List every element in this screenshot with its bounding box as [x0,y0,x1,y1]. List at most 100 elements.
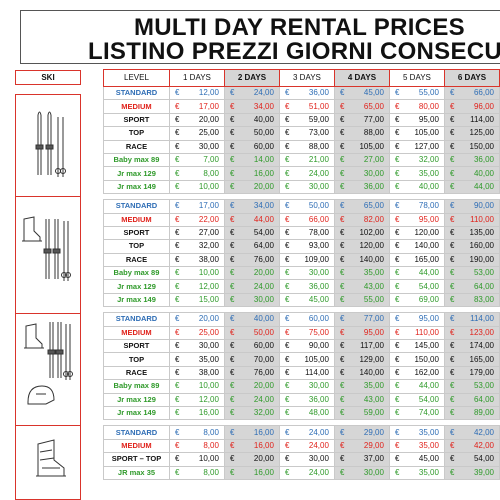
table-row: Jr max 129 €12,00 €24,00 €36,00 €43,00 €54,00… [103,279,500,294]
currency-symbol: € [284,327,290,337]
price-value: 102,00 [359,228,384,238]
day-column-header: 4 DAYS [333,69,390,87]
currency-symbol: € [174,88,180,98]
price-cell: €78,00 [278,225,335,241]
currency-symbol: € [174,201,180,211]
price-cell: €76,00 [223,365,280,381]
title-line-2: LISTINO PREZZI GIORNI CONSECUTIVI [88,38,500,64]
price-value: 95,00 [418,114,439,124]
currency-symbol: € [339,295,345,305]
price-value: 110,00 [415,327,439,337]
currency-symbol: € [394,295,400,305]
price-value: 90,00 [308,341,329,351]
currency-symbol: € [339,394,345,404]
currency-symbol: € [284,368,290,377]
price-value: 29,00 [363,440,384,450]
currency-symbol: € [229,467,235,477]
price-value: 20,00 [253,454,274,464]
currency-symbol: € [449,268,455,278]
day-column-header: 1 DAYS [168,69,225,87]
price-cell: €105,00 [388,126,445,141]
currency-symbol: € [394,314,400,324]
currency-symbol: € [339,228,345,238]
price-cell: €69,00 [388,292,445,308]
price-cell: €38,00 [168,365,225,381]
currency-symbol: € [449,394,455,404]
price-value: 24,00 [308,427,329,437]
currency-symbol: € [394,155,400,165]
price-cell: €30,00 [223,292,280,308]
price-value: 140,00 [359,254,384,264]
price-value: 45,00 [308,295,329,305]
price-cell: €42,00 [443,425,500,440]
price-value: 20,00 [198,114,219,124]
currency-symbol: € [394,141,400,151]
currency-symbol: € [339,268,345,278]
table-header-row: LEVEL 1 DAYS 2 DAYS 3 DAYS 4 DAYS 5 DAYS… [103,69,500,87]
equipment-column: SKI [15,70,81,500]
currency-symbol: € [449,168,455,178]
currency-symbol: € [339,114,345,124]
currency-symbol: € [339,88,345,98]
price-cell: €14,00 [223,152,280,168]
price-cell: €50,00 [223,325,280,341]
price-cell: €16,00 [223,166,280,181]
price-cell: €120,00 [333,239,390,254]
price-cell: €110,00 [443,212,500,227]
price-cell: €30,00 [333,465,390,480]
price-cell: €66,00 [443,85,500,101]
currency-symbol: € [174,314,180,324]
level-column-header: LEVEL [103,69,170,87]
table-row: MEDIUM €17,00 €34,00 €51,00 €65,00 €80,00 €96,… [103,99,500,114]
currency-symbol: € [229,214,235,224]
table-row: Baby max 89 €10,00 €20,00 €30,00 €35,00 €44,0… [103,266,500,281]
table-row: Jr max 149 €10,00 €20,00 €30,00 €36,00 €40,00… [103,179,500,195]
price-cell: €60,00 [223,339,280,354]
price-value: 53,00 [473,268,494,278]
currency-symbol: € [394,408,400,418]
table-row: STANDARD €20,00 €40,00 €60,00 €77,00 €95,00 €1… [103,312,500,327]
price-value: 25,00 [198,128,219,138]
price-value: 16,00 [253,168,274,178]
currency-symbol: € [174,454,180,464]
price-value: 8,00 [203,467,219,477]
table-row: SPORT – TOP €10,00 €20,00 €30,00 €37,00 €45,0… [103,452,500,467]
table-row: TOP €32,00 €64,00 €93,00 €120,00 €140,00 €160,… [103,239,500,254]
price-value: 20,00 [198,314,219,324]
price-cell: €20,00 [168,112,225,128]
level-cell: STANDARD [103,425,170,440]
currency-symbol: € [284,394,290,404]
table-row: TOP €25,00 €50,00 €73,00 €88,00 €105,00 €125,0… [103,126,500,141]
price-cell: €27,00 [333,152,390,168]
currency-symbol: € [284,454,290,464]
currency-symbol: € [449,201,455,211]
currency-symbol: € [284,341,290,351]
currency-symbol: € [174,394,180,404]
price-value: 162,00 [414,368,439,377]
price-cell: €24,00 [223,392,280,407]
price-value: 150,00 [469,141,494,151]
currency-symbol: € [394,214,400,224]
price-value: 174,00 [469,341,494,351]
table-row: Baby max 89 €7,00 €14,00 €21,00 €27,00 €32,00… [103,152,500,168]
currency-symbol: € [284,128,290,138]
currency-symbol: € [449,295,455,305]
price-cell: €35,00 [333,266,390,281]
table-row: STANDARD €12,00 €24,00 €36,00 €45,00 €55,00 €6… [103,85,500,101]
price-cell: €55,00 [388,85,445,101]
price-value: 36,00 [473,155,494,165]
price-cell: €162,00 [388,365,445,381]
price-cell: €110,00 [388,325,445,341]
currency-symbol: € [229,168,235,178]
currency-symbol: € [284,201,290,211]
currency-symbol: € [339,341,345,351]
currency-symbol: € [284,168,290,178]
currency-symbol: € [394,268,400,278]
currency-symbol: € [449,454,455,464]
price-value: 38,00 [198,254,219,264]
price-cell: €12,00 [168,85,225,101]
currency-symbol: € [174,228,180,238]
currency-symbol: € [339,354,345,364]
currency-symbol: € [229,241,235,251]
price-value: 78,00 [418,201,439,211]
